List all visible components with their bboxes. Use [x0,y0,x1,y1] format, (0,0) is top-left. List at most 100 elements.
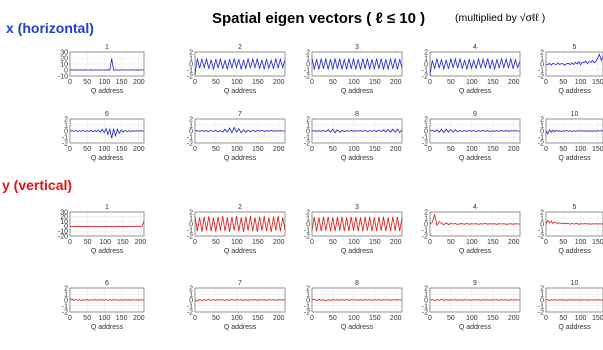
x-tick-label: 200 [273,315,285,322]
x-tick-label: 200 [273,239,285,246]
subplot-title: 10 [571,280,579,287]
x-tick-label: 150 [487,315,499,322]
x-tick-label: 50 [447,315,455,322]
y-tick-label: 2 [189,285,193,292]
y-tick-label: 2 [424,285,428,292]
normalization-note: (multiplied by √σℓℓ ) [455,12,546,24]
x-axis-label: Q address [341,155,374,162]
x-tick-label: 50 [559,79,567,86]
y-tick-label: -2 [62,309,68,316]
x-tick-label: 150 [487,146,499,153]
y-tick-label: 2 [306,209,310,216]
y-tick-label: -2 [187,309,193,316]
x-tick-label: 200 [390,79,402,86]
axes-box [429,287,521,313]
x-tick-label: 50 [329,315,337,322]
y-tick-label: 0 [306,128,310,135]
x-tick-label: 0 [68,79,72,86]
x-tick-label: 150 [592,239,603,246]
x-tick-label: 150 [487,79,499,86]
y-tick-label: 0 [189,128,193,135]
x-tick-label: 100 [99,315,111,322]
subplot-title: 6 [105,280,109,287]
axes-box [194,211,286,237]
x-tick-label: 150 [116,146,128,153]
x-tick-label: 150 [369,239,381,246]
subplot-title: 7 [238,111,242,118]
y-tick-label: -2 [304,233,310,240]
page-title: Spatial eigen vectors ( ℓ ≤ 10 ) [212,10,426,27]
x-tick-label: 150 [252,79,264,86]
y-tick-label: 2 [189,116,193,123]
x-tick-label: 100 [231,79,243,86]
y-tick-label: -1 [538,303,544,310]
x-tick-label: 0 [193,146,197,153]
y-tick-label: 0 [64,297,68,304]
axes-box [311,211,403,237]
x-axis-label: Q address [91,88,124,95]
y-tick-label: 1 [540,122,544,129]
x-tick-label: 200 [133,146,145,153]
series-line [194,216,286,232]
x-tick-label: 50 [329,79,337,86]
x-tick-label: 150 [369,79,381,86]
y-tick-label: -1 [538,67,544,74]
x-axis-label: Q address [341,324,374,331]
series-line [429,128,520,134]
y-tick-label: 1 [64,122,68,129]
y-tick-label: 2 [306,116,310,123]
y-tick-label: -2 [62,140,68,147]
y-tick-label: -1 [187,134,193,141]
x-tick-label: 100 [466,146,478,153]
y-tick-label: 0 [306,221,310,228]
x-axis-label: Q address [224,155,257,162]
x-tick-label: 200 [508,239,520,246]
series-line [311,128,403,134]
x-tick-label: 150 [592,79,603,86]
section-label-y: y (vertical) [2,177,73,193]
x-axis-label: Q address [224,324,257,331]
x-axis-label: Q address [558,324,591,331]
series-line [69,298,144,302]
x-tick-label: 100 [231,315,243,322]
y-tick-label: 30 [60,49,68,56]
y-tick-label: -2 [187,140,193,147]
series-line [545,219,603,225]
series-line [194,126,285,134]
x-tick-label: 50 [447,146,455,153]
x-tick-label: 50 [83,146,91,153]
y-tick-label: -1 [422,227,428,234]
y-tick-label: 2 [306,49,310,56]
y-tick-label: -20 [58,233,68,240]
series-line [69,127,144,139]
x-tick-label: 0 [544,239,548,246]
x-tick-label: 150 [117,239,129,246]
axes-box [69,51,145,77]
subplot-title: 4 [473,204,477,211]
subplot-title: 5 [573,204,577,211]
subplot-title: 7 [238,280,242,287]
y-tick-label: 2 [306,285,310,292]
y-tick-label: 1 [306,55,310,62]
axes-box [69,287,145,313]
x-tick-label: 200 [390,315,402,322]
x-tick-label: 200 [133,315,145,322]
x-axis-label: Q address [91,155,124,162]
x-tick-label: 50 [83,79,91,86]
x-tick-label: 100 [466,79,478,86]
x-tick-label: 150 [252,239,264,246]
x-tick-label: 100 [231,146,243,153]
y-tick-label: 20 [60,214,68,221]
